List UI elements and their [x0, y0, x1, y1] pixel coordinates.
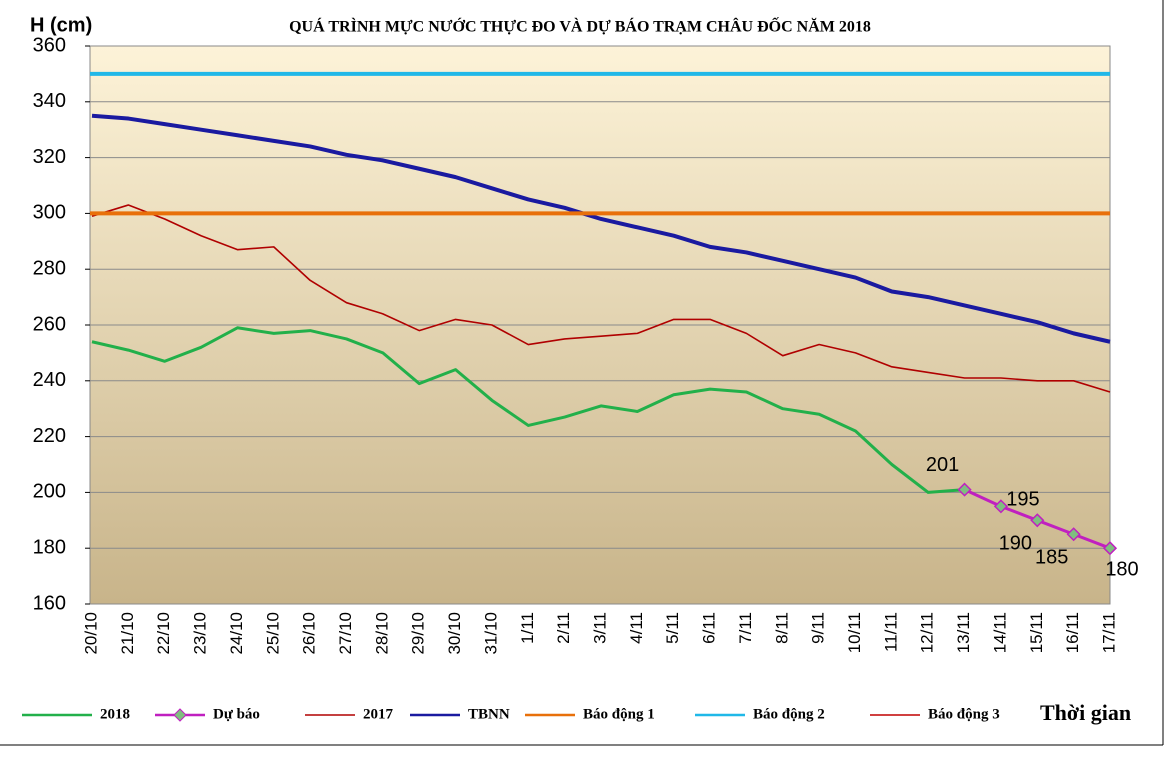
x-tick-label: 14/11 — [990, 612, 1009, 653]
x-tick-label: 16/11 — [1063, 612, 1082, 653]
y-axis-title: H (cm) — [30, 14, 92, 36]
legend-marker — [173, 708, 187, 722]
marker — [957, 482, 972, 497]
x-tick-label: 1/11 — [518, 612, 537, 644]
legend-label: Báo động 2 — [753, 706, 825, 722]
x-tick-label: 25/10 — [263, 612, 282, 655]
x-tick-label: 29/10 — [409, 612, 428, 655]
legend-label: Dự báo — [213, 706, 260, 722]
x-tick-label: 7/11 — [736, 612, 755, 644]
marker — [1102, 541, 1118, 556]
x-tick-label: 20/10 — [81, 612, 100, 655]
x-axis-title: Thời gian — [1040, 700, 1131, 725]
data-label: 190 — [999, 533, 1032, 555]
x-tick-label: 12/11 — [918, 612, 937, 653]
y-tick-label: 200 — [33, 481, 66, 503]
legend-label: 2018 — [100, 706, 130, 722]
x-tick-label: 21/10 — [118, 612, 137, 655]
y-tick-label: 300 — [33, 202, 66, 224]
x-tick-label: 9/11 — [809, 612, 828, 644]
series-line — [91, 204, 1111, 393]
series-line — [91, 326, 965, 494]
x-tick-label: 23/10 — [191, 612, 210, 655]
y-tick-label: 280 — [33, 257, 66, 279]
x-tick-label: 11/11 — [881, 612, 900, 652]
y-tick-label: 160 — [33, 592, 66, 614]
y-tick-label: 340 — [33, 90, 66, 112]
marker — [1066, 527, 1081, 542]
data-label: 185 — [1035, 547, 1068, 569]
y-tick-label: 180 — [33, 536, 66, 558]
x-tick-label: 8/11 — [772, 612, 791, 644]
x-tick-label: 30/10 — [445, 612, 464, 655]
x-tick-label: 31/10 — [481, 612, 500, 655]
legend-label: Báo động 3 — [928, 706, 1000, 722]
x-tick-label: 22/10 — [154, 612, 173, 655]
x-tick-label: 27/10 — [336, 612, 355, 655]
x-tick-label: 10/11 — [845, 612, 864, 653]
y-tick-label: 240 — [33, 369, 66, 391]
x-tick-label: 6/11 — [700, 612, 719, 644]
legend-label: 2017 — [363, 706, 394, 722]
legend-label: Báo động 1 — [583, 706, 655, 722]
x-tick-label: 2/11 — [554, 612, 573, 644]
data-label: 180 — [1105, 558, 1138, 580]
x-tick-label: 24/10 — [227, 612, 246, 655]
x-tick-label: 26/10 — [300, 612, 319, 655]
chart-title: QUÁ TRÌNH MỰC NƯỚC THỰC ĐO VÀ DỰ BÁO TRẠ… — [289, 16, 871, 36]
marker — [1030, 513, 1045, 528]
x-tick-label: 3/11 — [590, 612, 609, 644]
marker — [993, 499, 1008, 514]
x-tick-label: 17/11 — [1099, 612, 1118, 653]
legend-label: TBNN — [468, 706, 510, 722]
y-tick-label: 320 — [33, 146, 66, 168]
series-line — [91, 113, 1111, 344]
data-label: 195 — [1006, 489, 1039, 511]
y-tick-label: 260 — [33, 313, 66, 335]
x-tick-label: 15/11 — [1027, 612, 1046, 653]
x-tick-label: 5/11 — [663, 612, 682, 644]
x-tick-label: 28/10 — [372, 612, 391, 655]
x-tick-label: 13/11 — [954, 612, 973, 653]
y-tick-label: 360 — [33, 34, 66, 56]
data-label: 201 — [926, 454, 959, 476]
x-tick-label: 4/11 — [627, 612, 646, 644]
y-tick-label: 220 — [33, 425, 66, 447]
